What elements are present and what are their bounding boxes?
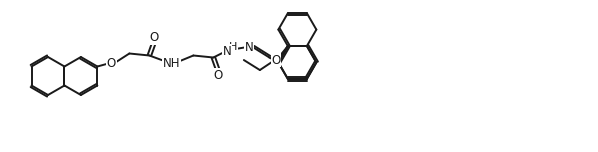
Text: O: O xyxy=(150,31,159,44)
Text: O: O xyxy=(271,54,280,67)
Text: N: N xyxy=(223,45,232,58)
Text: O: O xyxy=(213,69,223,82)
Text: N: N xyxy=(245,41,254,54)
Text: NH: NH xyxy=(163,57,180,70)
Text: O: O xyxy=(106,57,116,70)
Text: H: H xyxy=(229,41,237,52)
